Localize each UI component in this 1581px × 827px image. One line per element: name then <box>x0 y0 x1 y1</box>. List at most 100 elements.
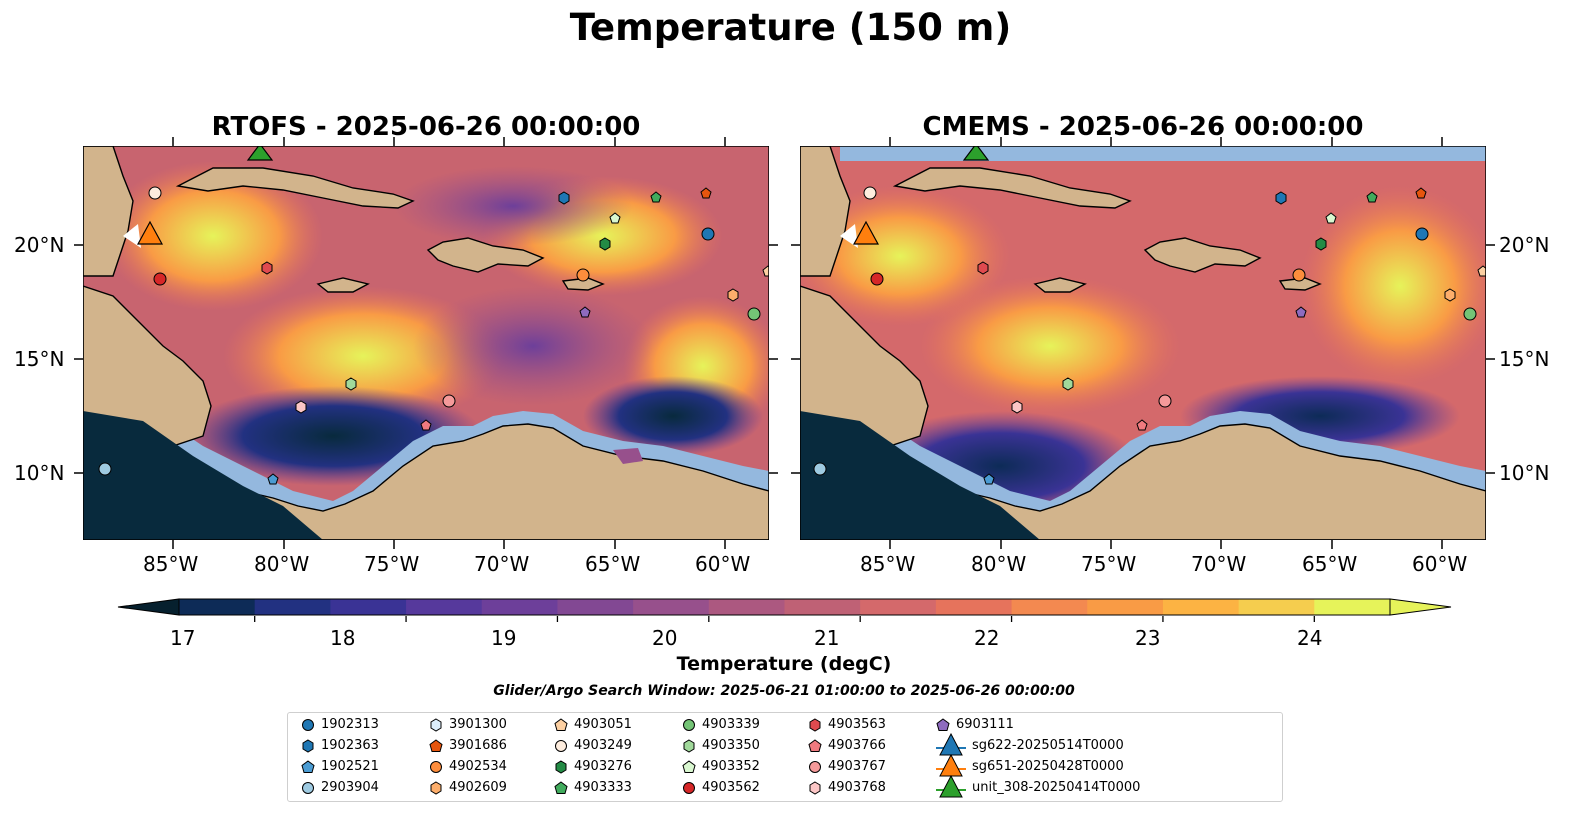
legend-entry: 1902313 <box>301 717 379 732</box>
colorbar-segment <box>784 599 861 615</box>
marker-4902534 <box>576 268 590 282</box>
marker-4903276 <box>599 237 611 251</box>
marker-4903562 <box>153 272 167 286</box>
marker-4903563 <box>977 261 989 275</box>
hexagon-marker-icon <box>555 759 567 774</box>
legend-label: 6903111 <box>956 717 1014 732</box>
marker-3901686 <box>700 187 712 199</box>
lake-feature <box>613 448 643 464</box>
search-window-caption: Glider/Argo Search Window: 2025-06-21 01… <box>493 683 1075 699</box>
marker-4902609 <box>1444 288 1456 302</box>
hispaniola-land <box>1143 237 1262 273</box>
lat-tick-label: 15°N <box>14 347 65 371</box>
circle-marker-icon <box>683 781 695 794</box>
pentagon-marker-icon <box>682 759 696 773</box>
marker-4903562 <box>870 272 884 286</box>
marker-sg651 <box>852 220 880 245</box>
colorbar-tick-label: 21 <box>814 626 840 650</box>
lon-tick-label: 65°W <box>1302 552 1358 576</box>
colorbar-segment <box>1087 599 1164 615</box>
lon-tick-label: 80°W <box>254 552 310 576</box>
marker-4903767 <box>1158 394 1172 408</box>
marker-4903051 <box>762 265 769 277</box>
lat-tick-label: 10°N <box>1499 461 1550 485</box>
colorbar-segment <box>406 599 483 615</box>
lat-tick-label: 20°N <box>14 233 65 257</box>
legend-entry: 4903333 <box>554 780 632 795</box>
yucatan-land <box>800 146 851 277</box>
legend-label: 4903768 <box>828 780 886 795</box>
yucatan-land <box>83 146 134 277</box>
marker-4903766 <box>1136 419 1148 431</box>
legend-entry: sg651-20250428T0000 <box>936 754 1124 778</box>
lon-tick-label: 75°W <box>1081 552 1137 576</box>
cuba-land <box>892 167 1132 209</box>
colorbar-segment <box>481 599 558 615</box>
marker-1902313 <box>1415 227 1429 241</box>
legend-entry: 3901686 <box>429 738 507 753</box>
legend-label: sg651-20250428T0000 <box>972 758 1124 774</box>
legend-entry: 4903767 <box>808 759 886 774</box>
hexagon-marker-icon <box>302 738 314 753</box>
colorbar-label: Temperature (degC) <box>676 653 892 675</box>
colorbar-tick-label: 23 <box>1135 626 1161 650</box>
pentagon-marker-icon <box>808 738 822 752</box>
legend-label: 3901686 <box>449 738 507 753</box>
marker-4903352 <box>609 212 621 224</box>
lon-tick-label: 85°W <box>143 552 199 576</box>
tick-marks-left <box>74 137 778 549</box>
legend-entry: 4903249 <box>554 738 632 753</box>
marker-4903249 <box>148 186 162 200</box>
marker-4903767 <box>442 394 456 408</box>
figure-title: Temperature (150 m) <box>569 6 1012 49</box>
marker-4903352 <box>1325 212 1337 224</box>
legend-label: 4903276 <box>574 759 632 774</box>
legend-entry: 4903768 <box>808 780 886 795</box>
warm-eddy <box>1300 186 1486 386</box>
legend-label: 1902521 <box>321 759 379 774</box>
mid-temperature-band <box>413 286 653 406</box>
hexagon-marker-icon <box>683 738 695 753</box>
marker-1902521 <box>983 473 995 485</box>
colorbar-tick-label: 19 <box>491 626 517 650</box>
colorbar-extend-high <box>1389 598 1452 616</box>
marker-1902521 <box>267 473 279 485</box>
lat-tick-label: 20°N <box>1499 233 1550 257</box>
marker-4902534 <box>1292 268 1306 282</box>
circle-marker-icon <box>683 718 695 731</box>
legend-label: unit_308-20250414T0000 <box>972 779 1141 795</box>
pacific-ocean <box>83 411 323 540</box>
lat-tick-label: 10°N <box>14 461 65 485</box>
lon-tick-label: 80°W <box>971 552 1027 576</box>
legend-label: 2903904 <box>321 780 379 795</box>
marker-4903333 <box>650 191 662 203</box>
circle-marker-icon <box>555 739 567 752</box>
pacific-ocean <box>800 411 1040 540</box>
lat-tick-label: 15°N <box>1499 347 1550 371</box>
lon-tick-label: 60°W <box>695 552 751 576</box>
marker-2903904 <box>813 462 827 476</box>
land-mask-patch <box>123 224 141 248</box>
marker-4903768 <box>295 400 307 414</box>
colorbar-segment <box>1011 599 1088 615</box>
legend-label: 4902609 <box>449 780 507 795</box>
pentagon-marker-icon <box>429 738 443 752</box>
colorbar-frame <box>178 598 1391 616</box>
legend-entry: 4903276 <box>554 759 632 774</box>
legend-entry: 4903562 <box>682 780 760 795</box>
colorbar-segment <box>330 599 407 615</box>
legend-entry: 1902363 <box>301 738 379 753</box>
marker-4903350 <box>1062 377 1074 391</box>
marker-6903111 <box>1295 306 1307 318</box>
legend-entry: 4903350 <box>682 738 760 753</box>
marker-unit-308 <box>962 146 990 161</box>
marker-4903333 <box>1366 191 1378 203</box>
hispaniola-land <box>426 237 545 273</box>
colorbar-segment <box>254 599 331 615</box>
marker-6903111 <box>579 306 591 318</box>
circle-marker-icon <box>809 760 821 773</box>
legend-label: 4903352 <box>702 759 760 774</box>
legend-entry: 4903563 <box>808 717 886 732</box>
legend-entry: 3901300 <box>429 717 507 732</box>
legend-label: 4903051 <box>574 717 632 732</box>
